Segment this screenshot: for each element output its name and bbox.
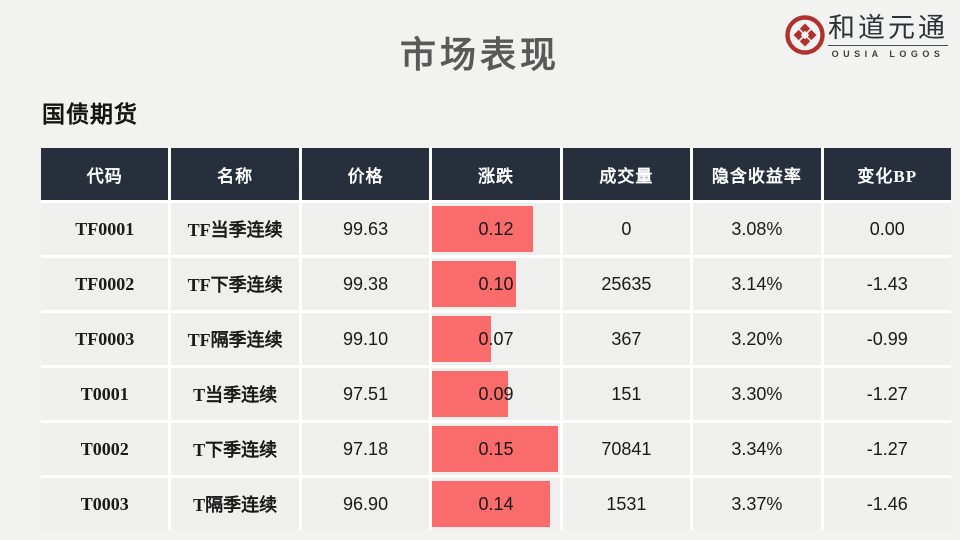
cell-code: T0003 <box>41 478 169 530</box>
coin-logo-icon <box>785 15 825 55</box>
cell-code: TF0002 <box>41 258 169 310</box>
change-value: 0.10 <box>478 273 514 294</box>
cell-price: 97.51 <box>301 368 430 420</box>
cell-implied-yield: 3.14% <box>693 258 821 310</box>
cell-implied-yield: 3.30% <box>693 368 821 420</box>
header-cell-change: 涨跌 <box>432 148 560 200</box>
cell-change-bp: -0.99 <box>823 313 951 365</box>
header-cell-change-bp: 变化BP <box>823 148 951 200</box>
change-data-bar <box>432 261 517 307</box>
cell-name: TF下季连续 <box>171 258 299 310</box>
cell-name: TF隔季连续 <box>171 313 299 365</box>
cell-volume: 70841 <box>562 423 691 475</box>
cell-code: TF0003 <box>41 313 169 365</box>
cell-price: 97.18 <box>301 423 430 475</box>
cell-volume: 151 <box>562 368 691 420</box>
change-value: 0.12 <box>478 218 514 239</box>
cell-change-bp: -1.27 <box>823 423 951 475</box>
change-data-bar <box>432 206 534 252</box>
header-cell-name: 名称 <box>171 148 299 200</box>
cell-implied-yield: 3.34% <box>693 423 821 475</box>
cell-code: TF0001 <box>41 203 169 255</box>
cell-implied-yield: 3.37% <box>693 478 821 530</box>
cell-name: T隔季连续 <box>171 478 299 530</box>
cell-name: T当季连续 <box>171 368 299 420</box>
cell-volume: 25635 <box>562 258 691 310</box>
cell-code: T0002 <box>41 423 169 475</box>
cell-volume: 1531 <box>562 478 691 530</box>
change-value: 0.14 <box>478 493 514 514</box>
cell-name: TF当季连续 <box>171 203 299 255</box>
logo-name: 和道元通 <box>828 13 948 46</box>
change-value: 0.07 <box>478 328 514 349</box>
cell-price: 99.38 <box>301 258 430 310</box>
cell-change: 0.07 <box>432 313 560 365</box>
change-value: 0.09 <box>478 383 514 404</box>
cell-change: 0.09 <box>432 368 560 420</box>
cell-change-bp: -1.27 <box>823 368 951 420</box>
change-data-bar <box>432 316 492 362</box>
logo-text-block: 和道元通 OUSIA LOGOS <box>828 13 948 59</box>
cell-price: 96.90 <box>301 478 430 530</box>
change-data-bar <box>432 481 551 527</box>
cell-change-bp: 0.00 <box>823 203 951 255</box>
header-cell-volume: 成交量 <box>562 148 691 200</box>
cell-price: 99.63 <box>301 203 430 255</box>
page-title: 市场表现 <box>399 35 560 75</box>
cell-implied-yield: 3.08% <box>693 203 821 255</box>
cell-volume: 367 <box>562 313 691 365</box>
cell-implied-yield: 3.20% <box>693 313 821 365</box>
cell-volume: 0 <box>562 203 691 255</box>
cell-change-bp: -1.43 <box>823 258 951 310</box>
bond-futures-table: 代码 名称 价格 涨跌 成交量 隐含收益率 变化BP TF0001 TF当季连续 9… <box>41 148 951 530</box>
change-value: 0.15 <box>478 438 514 459</box>
cell-price: 99.10 <box>301 313 430 365</box>
cell-change-bp: -1.46 <box>823 478 951 530</box>
cell-code: T0001 <box>41 368 169 420</box>
header-cell-implied-yield: 隐含收益率 <box>693 148 821 200</box>
cell-change: 0.15 <box>432 423 560 475</box>
section-title: 国债期货 <box>42 102 138 127</box>
header-cell-code: 代码 <box>41 148 169 200</box>
cell-name: T下季连续 <box>171 423 299 475</box>
header-cell-price: 价格 <box>301 148 430 200</box>
company-logo: 和道元通 OUSIA LOGOS <box>784 13 948 59</box>
cell-change: 0.10 <box>432 258 560 310</box>
change-data-bar <box>432 426 559 472</box>
change-data-bar <box>432 371 508 417</box>
cell-change: 0.14 <box>432 478 560 530</box>
logo-subtext: OUSIA LOGOS <box>831 49 945 59</box>
cell-change: 0.12 <box>432 203 560 255</box>
